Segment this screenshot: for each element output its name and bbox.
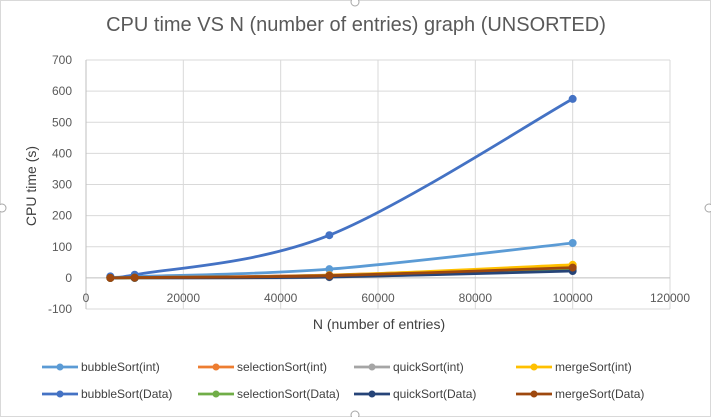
- x-tick-label: 20000: [167, 291, 201, 305]
- chart-title: CPU time VS N (number of entries) graph …: [106, 14, 606, 36]
- legend-label: selectionSort(Data): [237, 387, 340, 401]
- legend-item: selectionSort(Data): [198, 387, 340, 401]
- series-line: [108, 266, 575, 280]
- legend-swatch-marker: [212, 363, 220, 371]
- y-tick-label: 100: [52, 240, 72, 254]
- gridlines: [86, 59, 671, 310]
- x-tick-label: 60000: [361, 291, 395, 305]
- y-tick-label: 500: [52, 115, 72, 129]
- data-point: [568, 94, 577, 103]
- data-point: [325, 271, 334, 280]
- legend-label: bubbleSort(Data): [81, 387, 172, 401]
- data-point: [568, 263, 577, 272]
- legend-swatch-marker: [368, 363, 376, 371]
- x-axis-title: N (number of entries): [313, 316, 445, 332]
- series-7: [106, 263, 577, 282]
- x-tick-label: 120000: [650, 291, 690, 305]
- legend-swatch-marker: [530, 390, 538, 398]
- x-tick-label: 100000: [553, 291, 593, 305]
- legend-item: quickSort(Data): [354, 387, 476, 401]
- legend-label: bubbleSort(int): [81, 360, 160, 374]
- series-4: [106, 94, 577, 281]
- legend-swatch-marker: [368, 390, 376, 398]
- legend-item: bubbleSort(Data): [42, 387, 172, 401]
- resize-handle-left-middle[interactable]: [0, 203, 7, 213]
- resize-handle-top-middle[interactable]: [350, 0, 360, 7]
- y-tick-label: 600: [52, 84, 72, 98]
- y-tick-label: -100: [48, 302, 72, 316]
- legend-swatch-marker: [530, 363, 538, 371]
- x-tick-label: 40000: [264, 291, 298, 305]
- legend-item: bubbleSort(int): [42, 360, 160, 374]
- legend-swatch-marker: [56, 363, 64, 371]
- legend-item: selectionSort(int): [198, 360, 327, 374]
- x-tick-label: 80000: [459, 291, 493, 305]
- legend-label: mergeSort(Data): [555, 387, 644, 401]
- legend-item: mergeSort(int): [516, 360, 632, 374]
- data-point: [130, 273, 139, 282]
- y-tick-label: 200: [52, 209, 72, 223]
- legend: bubbleSort(int) selectionSort(int) quickSo…: [42, 360, 644, 401]
- legend-label: quickSort(int): [393, 360, 464, 374]
- y-axis-title: CPU time (s): [23, 146, 39, 226]
- x-tick-label: 0: [83, 291, 90, 305]
- legend-item: mergeSort(Data): [516, 387, 644, 401]
- data-point: [568, 239, 577, 248]
- legend-item: quickSort(int): [354, 360, 464, 374]
- y-tick-label: 0: [65, 271, 72, 285]
- data-point: [325, 231, 334, 240]
- legend-label: quickSort(Data): [393, 387, 476, 401]
- tick-labels: -100 0 100 200 300 400 500 600 700 0 20000 40000 600…: [48, 53, 690, 316]
- y-tick-label: 300: [52, 178, 72, 192]
- data-point: [106, 273, 115, 282]
- legend-swatch-marker: [56, 390, 64, 398]
- y-tick-label: 700: [52, 53, 72, 67]
- legend-swatch-marker: [212, 390, 220, 398]
- legend-label: selectionSort(int): [237, 360, 327, 374]
- resize-handle-bottom-middle[interactable]: [350, 410, 360, 417]
- y-tick-label: 400: [52, 146, 72, 160]
- resize-handle-right-middle[interactable]: [704, 203, 711, 213]
- legend-label: mergeSort(int): [555, 360, 632, 374]
- plot-series: [106, 94, 577, 282]
